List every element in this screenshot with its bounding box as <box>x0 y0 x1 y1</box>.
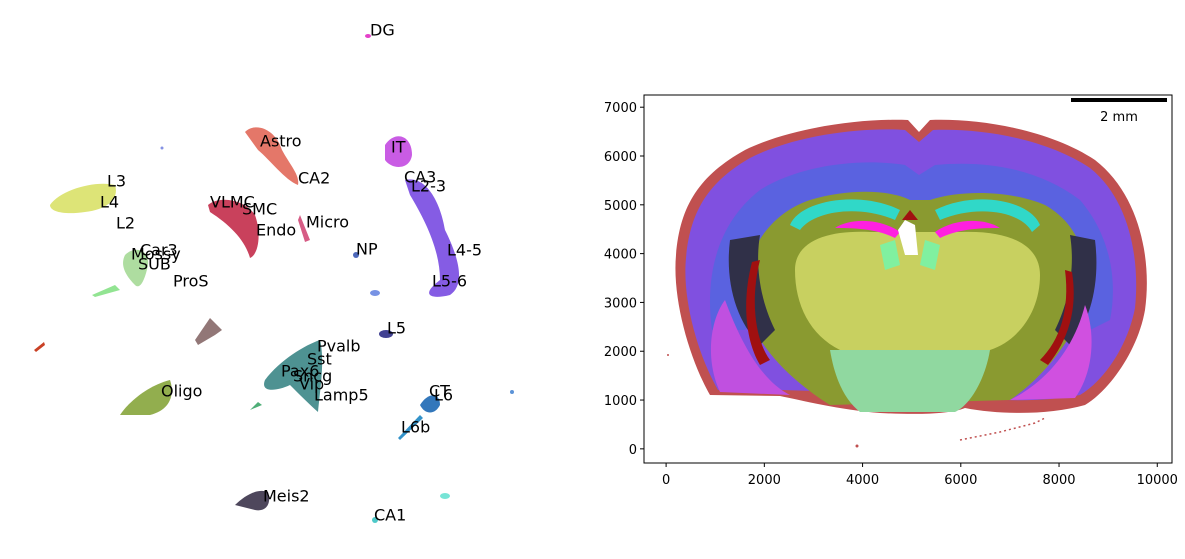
cluster-label: Mossy <box>131 245 181 264</box>
spatial-axes: 2 mm 0 2000 4000 6000 8000 10000 0 1000 2000 3000… <box>604 94 1178 488</box>
cluster-label: L6 <box>434 386 453 405</box>
y-tick-label: 5000 <box>604 199 637 214</box>
cluster-label: Micro <box>306 213 349 232</box>
cluster-label: L3 <box>107 172 126 191</box>
cluster-label: CT <box>429 382 450 401</box>
cluster-label: Oligo <box>161 382 202 401</box>
cluster-label: Sst <box>307 350 332 369</box>
cluster-label: CA2 <box>298 169 330 188</box>
y-tick-label: 1000 <box>604 394 637 409</box>
plot-frame <box>643 94 1173 464</box>
cluster-label: Sncg <box>293 367 332 386</box>
y-tick-label: 0 <box>629 443 637 458</box>
y-tick-label: 2000 <box>604 345 637 360</box>
scale-bar-label: 2 mm <box>1100 110 1138 125</box>
cluster-label: ProS <box>173 272 209 291</box>
cluster-label: SMC <box>242 200 277 219</box>
y-tick-label: 7000 <box>604 101 637 116</box>
cluster-label: CA3 <box>404 168 436 187</box>
cluster-label: CA1 <box>374 506 406 525</box>
cluster-label: Astro <box>260 132 302 151</box>
cluster-label: Endo <box>256 221 296 240</box>
y-tick-label: 3000 <box>604 296 637 311</box>
cluster-label: L4 <box>100 193 119 212</box>
cluster-label: SUB <box>138 255 171 274</box>
cluster-label: VLMC <box>210 193 255 212</box>
umap-labels: DG Astro IT L3 CA2 CA3 L2-3 L4 VLMC SMC … <box>100 21 482 525</box>
x-tick-label: 2000 <box>748 473 781 488</box>
cluster-label: L4-5 <box>447 241 482 260</box>
cluster-label: Pvalb <box>317 337 361 356</box>
cluster-label: L6b <box>401 418 430 437</box>
cluster-label: L2-3 <box>411 177 446 196</box>
cluster-label: Vip <box>299 375 324 394</box>
y-tick-label: 6000 <box>604 150 637 165</box>
x-tick-label: 8000 <box>1042 473 1075 488</box>
cluster-label: L5-6 <box>432 272 467 291</box>
cluster-label: L5 <box>387 319 406 338</box>
cluster-label: NP <box>356 240 378 259</box>
cluster-label: IT <box>391 138 406 157</box>
umap-clusters <box>34 34 514 523</box>
cluster-label: L2 <box>116 214 135 233</box>
x-tick-label: 10000 <box>1137 473 1178 488</box>
x-tick-label: 4000 <box>846 473 879 488</box>
y-tick-label: 4000 <box>604 248 637 263</box>
cluster-label: Pax6 <box>281 362 319 381</box>
cluster-label: Lamp5 <box>314 386 369 405</box>
cluster-label: Meis2 <box>263 487 310 506</box>
cluster-label: Car3 <box>140 241 178 260</box>
cluster-label: DG <box>370 21 395 40</box>
x-tick-label: 6000 <box>944 473 977 488</box>
brain-section <box>667 119 1147 448</box>
x-tick-label: 0 <box>662 473 670 488</box>
